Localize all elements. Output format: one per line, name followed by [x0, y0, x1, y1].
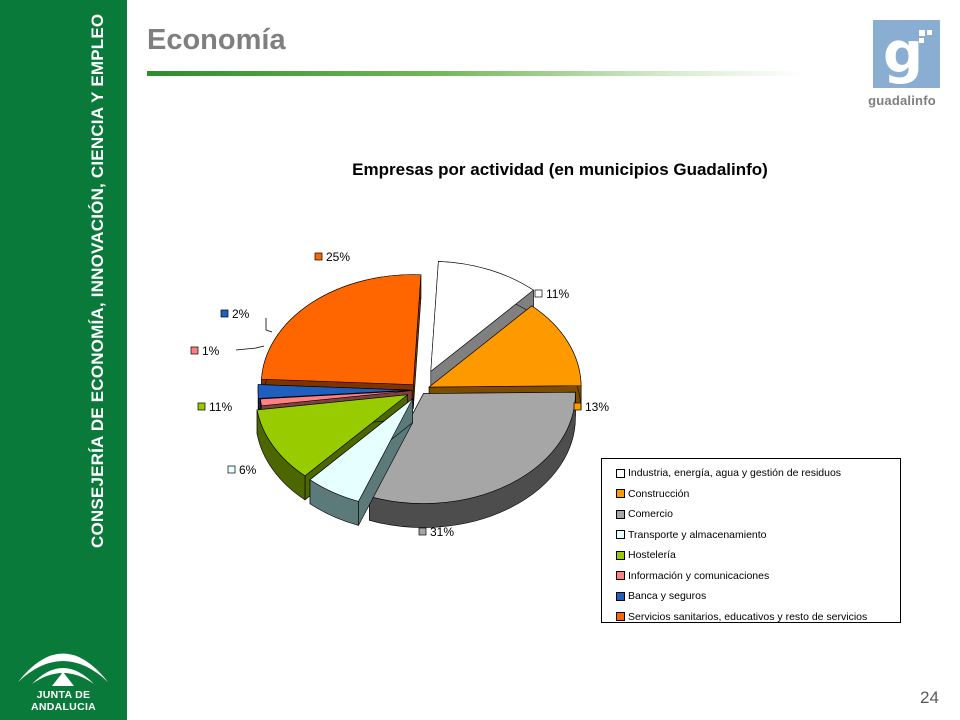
legend-swatch — [616, 489, 625, 499]
legend-label: Información y comunicaciones — [628, 569, 770, 582]
legend-swatch — [616, 571, 625, 581]
brand-glyph: g — [883, 21, 923, 86]
legend-swatch — [616, 468, 625, 478]
data-label: 1% — [202, 344, 220, 358]
data-label: 11% — [209, 400, 232, 414]
legend-item: Construcción — [602, 484, 900, 505]
guadalinfo-logo-icon: g — [873, 20, 940, 88]
legend-item: Industria, energía, agua y gestión de re… — [602, 463, 900, 484]
label-leader-line — [265, 318, 273, 333]
data-label: 6% — [239, 463, 257, 477]
legend-item: Banca y seguros — [602, 586, 900, 607]
data-label-swatch — [220, 309, 229, 318]
legend-label: Hostelería — [628, 549, 676, 562]
data-label-swatch — [418, 527, 427, 536]
legend-swatch — [616, 530, 625, 540]
chart-legend: Industria, energía, agua y gestión de re… — [601, 458, 901, 623]
legend-item: Información y comunicaciones — [602, 566, 900, 587]
legend-item: Comercio — [602, 504, 900, 525]
chart-title: Empresas por actividad (en municipios Gu… — [352, 160, 768, 179]
data-label: 31% — [430, 525, 454, 539]
data-label: 11% — [546, 287, 569, 301]
data-label-swatch — [197, 402, 206, 411]
pie-slice-3 — [368, 391, 576, 528]
junta-logo-icon — [18, 653, 108, 686]
data-label-swatch — [190, 346, 199, 355]
data-label: 13% — [585, 400, 609, 414]
data-label-swatch — [227, 465, 236, 474]
legend-swatch — [616, 591, 625, 601]
junta-logo-text: JUNTA DE ANDALUCIA — [30, 689, 97, 713]
data-label: 2% — [232, 307, 250, 321]
legend-item: Hostelería — [602, 545, 900, 566]
legend-swatch — [616, 550, 625, 560]
data-label-swatch — [573, 402, 582, 411]
data-label-swatch — [534, 289, 543, 298]
guadalinfo-logo-text: guadalinfo — [868, 93, 936, 108]
page-title: Economía — [147, 24, 286, 56]
legend-swatch — [616, 612, 625, 622]
label-leader-line — [235, 345, 265, 351]
legend-label: Transporte y almacenamiento — [628, 528, 767, 541]
data-label-swatch — [314, 252, 323, 261]
page-number: 24 — [920, 688, 939, 707]
legend-item: Transporte y almacenamiento — [602, 525, 900, 546]
legend-label: Servicios sanitarios, educativos y resto… — [628, 610, 868, 623]
legend-item: Servicios sanitarios, educativos y resto… — [602, 607, 900, 628]
title-underline — [147, 71, 802, 76]
sidebar: CONSEJERÍA DE ECONOMÍA, INNOVACIÓN, CIEN… — [0, 0, 127, 720]
legend-swatch — [616, 509, 625, 519]
data-label: 25% — [326, 250, 350, 264]
pie-slice-4 — [309, 398, 413, 526]
legend-label: Industria, energía, agua y gestión de re… — [628, 467, 842, 480]
legend-label: Construcción — [628, 487, 690, 500]
legend-label: Banca y seguros — [628, 590, 707, 603]
legend-label: Comercio — [628, 508, 673, 521]
